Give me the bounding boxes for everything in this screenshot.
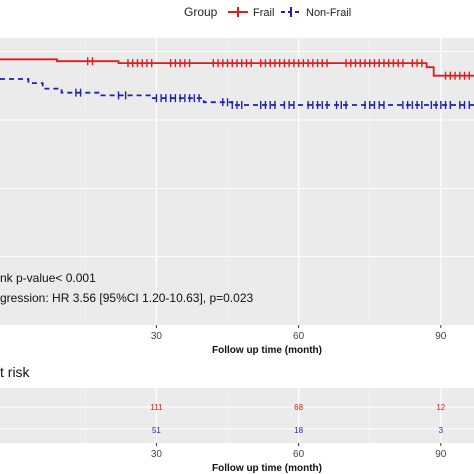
- risk-value-frail: 111: [150, 403, 163, 412]
- survival-series: [0, 57, 474, 109]
- legend-item-non-frail: Non-Frail: [281, 7, 351, 19]
- survival-gridlines: [0, 38, 474, 325]
- survival-panel-background: [0, 38, 474, 325]
- legend-frail-label: Frail: [253, 7, 274, 19]
- legend-item-frail: Frail: [228, 7, 274, 19]
- risk-table-panel: t risk 111 68 12 51 18 3 30 60 90 Follow up tim…: [0, 364, 474, 474]
- risk-x-tick-label: 90: [435, 449, 447, 460]
- survival-panel: nk p-value< 0.001 gression: HR 3.56 [95%…: [0, 38, 474, 356]
- risk-table-background: [0, 388, 474, 443]
- risk-table-title: t risk: [0, 364, 31, 380]
- x-tick-label: 90: [435, 331, 447, 342]
- risk-value-non-frail: 18: [294, 426, 303, 435]
- x-tick-label: 30: [151, 331, 163, 342]
- risk-table-values: 111 68 12 51 18 3: [150, 403, 445, 435]
- risk-x-tick-label: 30: [151, 449, 163, 460]
- risk-table-x-ticks: 30 60 90: [151, 443, 447, 460]
- risk-x-tick-label: 60: [293, 449, 305, 460]
- legend-non-frail-label: Non-Frail: [306, 7, 351, 19]
- x-tick-label: 60: [293, 331, 305, 342]
- legend-title: Group: [184, 5, 218, 19]
- risk-value-non-frail: 51: [152, 426, 161, 435]
- risk-table-x-axis-label: Follow up time (month): [212, 463, 322, 474]
- risk-value-frail: 68: [294, 403, 303, 412]
- survival-x-axis-label: Follow up time (month): [212, 345, 322, 356]
- risk-value-frail: 12: [436, 403, 445, 412]
- annotation-cox-regression: gression: HR 3.56 [95%CI 1.20-10.63], p=…: [0, 291, 253, 305]
- series-line-frail: [0, 58, 474, 77]
- legend: Group Frail Non-Frail: [184, 5, 351, 19]
- annotation-pvalue: nk p-value< 0.001: [0, 271, 96, 285]
- risk-value-non-frail: 3: [439, 426, 444, 435]
- risk-table-gridlines: [0, 388, 474, 443]
- survival-x-ticks: 30 60 90: [151, 325, 447, 342]
